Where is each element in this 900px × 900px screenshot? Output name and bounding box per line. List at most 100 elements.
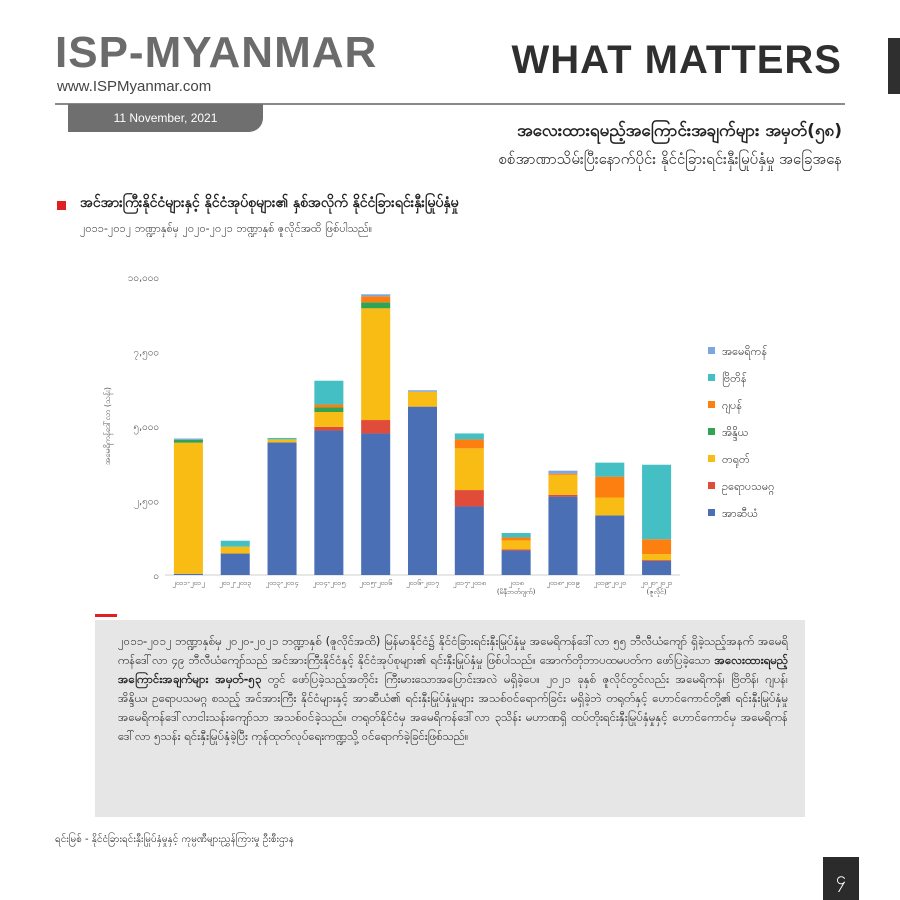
x-tick-label: ၂၀၂၀-၂၀၂၁ bbox=[640, 579, 673, 588]
y-tick-label: ၇,၅၀၀ bbox=[133, 348, 159, 361]
bar-segment bbox=[361, 420, 391, 434]
bar-segment bbox=[595, 497, 625, 516]
bar-segment bbox=[642, 560, 672, 575]
legend-swatch bbox=[708, 374, 715, 381]
x-tick-note: (မိနီဘတ်ဂျက်) bbox=[497, 588, 536, 597]
y-axis-label: အမေရိကန်ဒေါ်လာ (သန်း) bbox=[102, 387, 114, 465]
main-subtitle: စစ်အာဏာသိမ်းပြီးနောက်ပိုင်း နိုင်ငံခြားရ… bbox=[498, 150, 842, 168]
x-tick-note: (ဇူလိုင်) bbox=[647, 588, 667, 597]
source-note: ရင်းမြစ် - နိုင်ငံခြားရင်းနှီးမြုပ်နှံမှ… bbox=[55, 834, 294, 845]
legend-label: အမေရိကန် bbox=[722, 345, 767, 360]
y-tick-label: ၁၀,၀၀၀ bbox=[128, 273, 159, 284]
bar-segment bbox=[361, 294, 391, 297]
bar-segment bbox=[454, 506, 484, 575]
bar-segment bbox=[642, 560, 672, 561]
chart-heading: အင်အားကြီးနိုင်ငံများနှင့် နိုင်ငံအုပ်စု… bbox=[80, 195, 459, 211]
bar-segment bbox=[267, 442, 297, 575]
bar-segment bbox=[454, 439, 484, 449]
bar-segment bbox=[501, 532, 531, 538]
text-box bbox=[95, 620, 805, 817]
bar-segment bbox=[173, 438, 203, 440]
bar-segment bbox=[267, 437, 297, 440]
body-text-bold: အလေးထားရမည့် အကြောင်းအချက်များ အမှတ်-၅၃ bbox=[118, 653, 788, 686]
bar-segment bbox=[642, 539, 672, 555]
legend-label: ဗြိတိန် bbox=[722, 372, 747, 387]
bar-segment bbox=[454, 433, 484, 440]
bar-segment bbox=[548, 470, 578, 474]
page-number: ၄ bbox=[823, 857, 859, 900]
bar-segment bbox=[361, 296, 391, 303]
bar-segment bbox=[173, 439, 203, 443]
bar-segment bbox=[314, 380, 344, 405]
legend-swatch bbox=[708, 455, 715, 462]
legend-swatch bbox=[708, 347, 715, 354]
bar-segment bbox=[361, 433, 391, 575]
bar-segment bbox=[314, 426, 344, 431]
legend-swatch bbox=[708, 428, 715, 435]
header-rule bbox=[55, 103, 845, 105]
corner-bar bbox=[888, 38, 900, 94]
website-url: www.ISPMyanmar.com bbox=[57, 78, 212, 95]
x-tick-label: ၂၀၁၇-၂၀၁၈ bbox=[452, 579, 486, 588]
logo: ISP-MYANMAR bbox=[55, 28, 378, 77]
x-tick-label: ၂၀၁၅-၂၀၁၆ bbox=[358, 579, 392, 588]
bar-segment bbox=[407, 390, 438, 392]
bullet-marker bbox=[57, 201, 66, 210]
bar-segment bbox=[501, 540, 531, 550]
bar-segment bbox=[220, 540, 250, 547]
x-tick-label: ၂၀၁၂-၂၀၁၃ bbox=[218, 579, 252, 588]
x-tick-label: ၂၀၁၈-၂၀၁၉ bbox=[545, 579, 579, 588]
bar-segment bbox=[454, 490, 484, 507]
bar-segment bbox=[314, 411, 344, 427]
bar-segment bbox=[595, 462, 625, 477]
legend-label: တရုတ် bbox=[722, 453, 750, 468]
bar-segment bbox=[361, 308, 391, 421]
bar-segment bbox=[595, 515, 625, 575]
legend-label: ဂျပန် bbox=[722, 399, 742, 414]
bar-segment bbox=[548, 496, 578, 575]
bar-segment bbox=[642, 464, 672, 540]
main-title: အလေးထားရမည့်အကြောင်းအချက်များ အမှတ်(၅၈) bbox=[517, 121, 842, 141]
bar-segment bbox=[267, 439, 297, 443]
bar-segment bbox=[314, 404, 344, 408]
bar-segment bbox=[501, 549, 531, 551]
legend-swatch bbox=[708, 401, 715, 408]
y-tick-label: ၅,၀၀၀ bbox=[133, 422, 159, 435]
x-tick-label: ၂၀၁၆-၂၀၁၇ bbox=[405, 579, 439, 588]
body-text-part2: တွင် ဖော်ပြခဲ့သည့်အတိုင်း ကြီးမားသောအပြေ… bbox=[118, 672, 788, 743]
legend-label: အာဆီယံ bbox=[722, 507, 758, 520]
x-tick-label: ၂၀၁၁-၂၀၁၂ bbox=[171, 579, 205, 588]
date-badge: 11 November, 2021 bbox=[68, 104, 263, 132]
body-text-part1: ၂၀၁၁-၂၀၁၂ ဘဏ္ဍာနှစ်မှ ၂၀၂၀-၂၀၂၁ ဘဏ္ဍာနှစ… bbox=[118, 634, 788, 667]
bar-segment bbox=[595, 476, 625, 498]
body-paragraph: ၂၀၁၁-၂၀၁၂ ဘဏ္ဍာနှစ်မှ ၂၀၂၀-၂၀၂၁ ဘဏ္ဍာနှစ… bbox=[118, 632, 788, 746]
bar-segment bbox=[642, 554, 672, 561]
legend-label: ဥရောပသမဂ္ဂ bbox=[722, 480, 774, 496]
bar-segment bbox=[220, 553, 250, 575]
x-tick-label: ၂၀၁၉-၂၀၂၀ bbox=[593, 579, 627, 588]
bar-segment bbox=[407, 406, 438, 575]
bar-segment bbox=[548, 494, 578, 497]
y-tick-label: ၂,၅၀၀ bbox=[134, 497, 159, 510]
bar-segment bbox=[454, 448, 484, 491]
bar-segment bbox=[314, 407, 344, 412]
legend-swatch bbox=[708, 509, 715, 516]
bar-segment bbox=[173, 573, 203, 575]
bar-segment bbox=[220, 546, 250, 554]
bar-segment bbox=[407, 391, 438, 407]
chart-subheading: ၂၀၁၁-၂၀၁၂ ဘဏ္ဍာနှစ်မှ ၂၀၂၀-၂၀၂၁ ဘဏ္ဍာနှစ… bbox=[80, 222, 373, 235]
x-tick-label: ၂၀၁၃-၂၀၁၄ bbox=[265, 579, 299, 588]
y-tick-label: ၀ bbox=[153, 571, 159, 582]
bar-segment bbox=[501, 550, 531, 575]
bar-segment bbox=[173, 442, 203, 574]
box-accent bbox=[95, 614, 117, 617]
x-tick-label: ၂၀၁၈ bbox=[507, 579, 523, 588]
x-tick-label: ၂၀၁၄-၂၀၁၅ bbox=[311, 579, 345, 588]
bar-segment bbox=[314, 430, 344, 575]
legend-swatch bbox=[708, 482, 715, 489]
bar-segment bbox=[501, 537, 531, 541]
headline: WHAT MATTERS bbox=[511, 38, 842, 82]
bar-segment bbox=[548, 473, 578, 475]
bar-segment bbox=[548, 474, 578, 495]
